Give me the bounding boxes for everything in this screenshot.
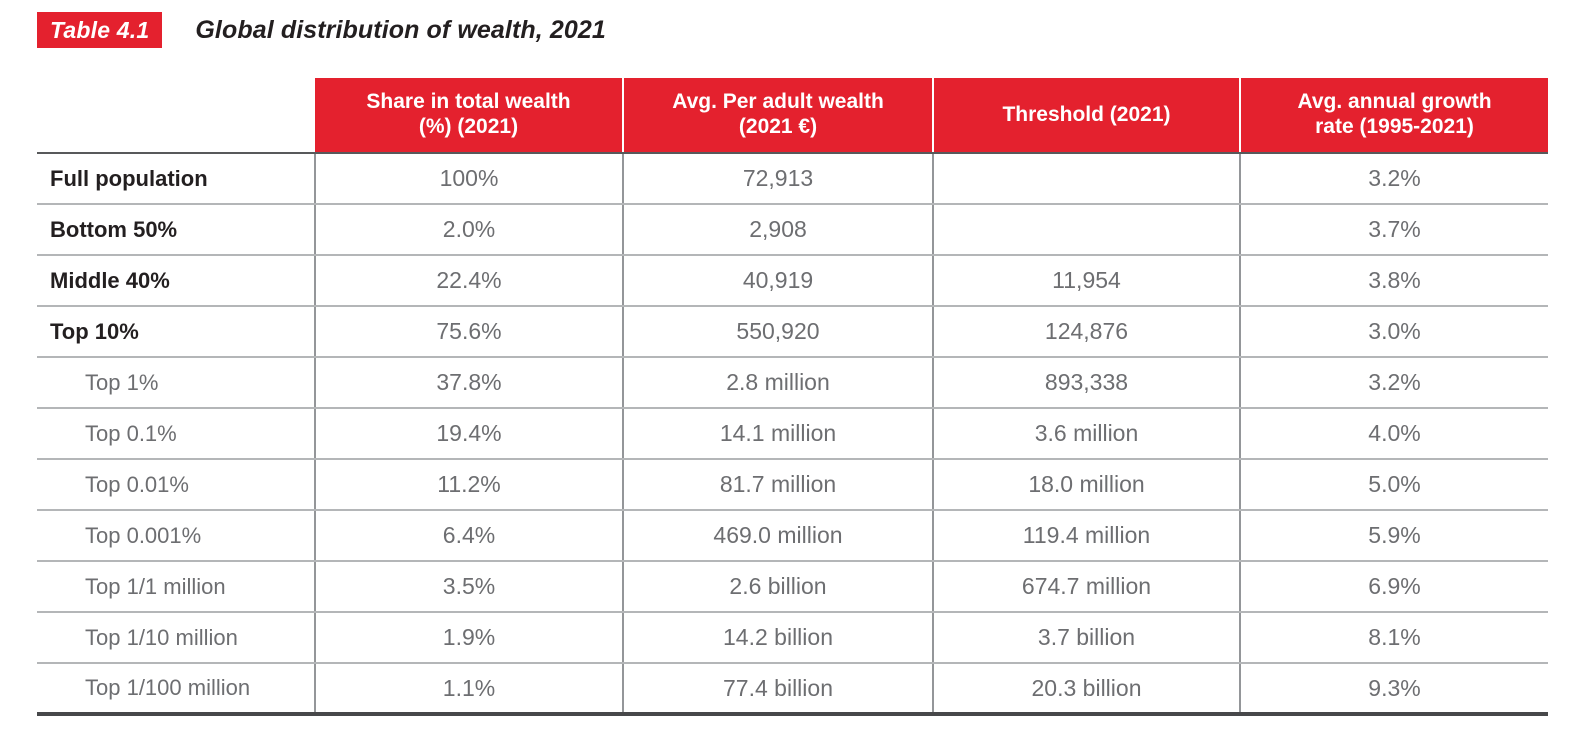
avg-wealth-cell: 40,919 — [622, 255, 933, 307]
header-empty-cell — [37, 78, 315, 154]
threshold-cell: 674.7 million — [932, 561, 1240, 613]
header-avg-annual-growth-rate: Avg. annual growth rate (1995-2021) — [1239, 78, 1548, 154]
row-label-cell: Top 0.1% — [37, 408, 315, 460]
table-row: Top 1/10 million 1.9% 14.2 billion 3.7 b… — [37, 612, 1548, 664]
header-row: Share in total wealth (%) (2021) Avg. Pe… — [37, 78, 1548, 154]
share-cell: 100% — [314, 153, 623, 205]
row-label-cell: Top 0.01% — [37, 459, 315, 511]
table-caption: Table 4.1 Global distribution of wealth,… — [37, 12, 606, 48]
table-row: Bottom 50% 2.0% 2,908 3.7% — [37, 204, 1548, 256]
threshold-cell: 119.4 million — [932, 510, 1240, 562]
table-row: Top 0.01% 11.2% 81.7 million 18.0 millio… — [37, 459, 1548, 511]
table-row: Full population 100% 72,913 3.2% — [37, 153, 1548, 205]
growth-cell: 3.2% — [1239, 153, 1548, 205]
table-row: Top 10% 75.6% 550,920 124,876 3.0% — [37, 306, 1548, 358]
growth-cell: 3.8% — [1239, 255, 1548, 307]
row-label-cell: Top 1% — [37, 357, 315, 409]
growth-cell: 6.9% — [1239, 561, 1548, 613]
row-label-cell: Bottom 50% — [37, 204, 315, 256]
share-cell: 22.4% — [314, 255, 623, 307]
row-label-cell: Top 1/10 million — [37, 612, 315, 664]
table-row: Top 1/100 million 1.1% 77.4 billion 20.3… — [37, 663, 1548, 716]
table-row: Top 1% 37.8% 2.8 million 893,338 3.2% — [37, 357, 1548, 409]
threshold-cell: 3.7 billion — [932, 612, 1240, 664]
row-label-cell: Top 10% — [37, 306, 315, 358]
share-cell: 11.2% — [314, 459, 623, 511]
table-title: Global distribution of wealth, 2021 — [195, 15, 606, 44]
row-label-cell: Full population — [37, 153, 315, 205]
threshold-cell: 3.6 million — [932, 408, 1240, 460]
table-number-badge: Table 4.1 — [37, 12, 163, 48]
table-row: Top 1/1 million 3.5% 2.6 billion 674.7 m… — [37, 561, 1548, 613]
threshold-cell: 124,876 — [932, 306, 1240, 358]
share-cell: 2.0% — [314, 204, 623, 256]
share-cell: 1.9% — [314, 612, 623, 664]
threshold-cell — [932, 153, 1240, 205]
wealth-distribution-table: Share in total wealth (%) (2021) Avg. Pe… — [37, 78, 1548, 716]
threshold-cell: 893,338 — [932, 357, 1240, 409]
threshold-cell: 20.3 billion — [932, 663, 1240, 716]
share-cell: 1.1% — [314, 663, 623, 716]
header-threshold: Threshold (2021) — [932, 78, 1240, 154]
growth-cell: 3.7% — [1239, 204, 1548, 256]
header-avg-per-adult-wealth: Avg. Per adult wealth (2021 €) — [622, 78, 933, 154]
share-cell: 3.5% — [314, 561, 623, 613]
table-row: Top 0.1% 19.4% 14.1 million 3.6 million … — [37, 408, 1548, 460]
share-cell: 75.6% — [314, 306, 623, 358]
threshold-cell: 11,954 — [932, 255, 1240, 307]
growth-cell: 8.1% — [1239, 612, 1548, 664]
avg-wealth-cell: 14.2 billion — [622, 612, 933, 664]
share-cell: 6.4% — [314, 510, 623, 562]
threshold-cell: 18.0 million — [932, 459, 1240, 511]
avg-wealth-cell: 72,913 — [622, 153, 933, 205]
growth-cell: 5.0% — [1239, 459, 1548, 511]
growth-cell: 3.2% — [1239, 357, 1548, 409]
avg-wealth-cell: 469.0 million — [622, 510, 933, 562]
avg-wealth-cell: 2.8 million — [622, 357, 933, 409]
threshold-cell — [932, 204, 1240, 256]
row-label-cell: Top 1/1 million — [37, 561, 315, 613]
row-label-cell: Top 0.001% — [37, 510, 315, 562]
avg-wealth-cell: 2,908 — [622, 204, 933, 256]
row-label-cell: Top 1/100 million — [37, 663, 315, 716]
share-cell: 19.4% — [314, 408, 623, 460]
header-share-in-total-wealth: Share in total wealth (%) (2021) — [315, 78, 623, 154]
avg-wealth-cell: 77.4 billion — [622, 663, 933, 716]
growth-cell: 5.9% — [1239, 510, 1548, 562]
share-cell: 37.8% — [314, 357, 623, 409]
growth-cell: 4.0% — [1239, 408, 1548, 460]
avg-wealth-cell: 14.1 million — [622, 408, 933, 460]
avg-wealth-cell: 2.6 billion — [622, 561, 933, 613]
table-body: Full population 100% 72,913 3.2% Bottom … — [37, 153, 1548, 716]
avg-wealth-cell: 550,920 — [622, 306, 933, 358]
growth-cell: 9.3% — [1239, 663, 1548, 716]
table-row: Middle 40% 22.4% 40,919 11,954 3.8% — [37, 255, 1548, 307]
growth-cell: 3.0% — [1239, 306, 1548, 358]
table-row: Top 0.001% 6.4% 469.0 million 119.4 mill… — [37, 510, 1548, 562]
row-label-cell: Middle 40% — [37, 255, 315, 307]
avg-wealth-cell: 81.7 million — [622, 459, 933, 511]
